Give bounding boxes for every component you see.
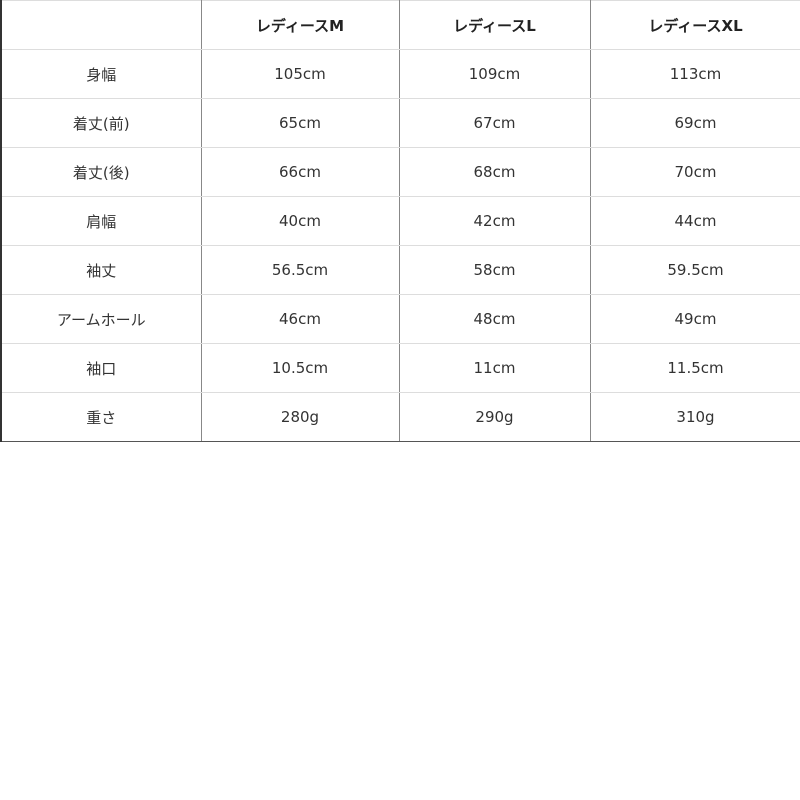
row-label: 袖丈 [0, 245, 202, 295]
table-cell: 48cm [398, 294, 591, 344]
table-row: 重さ 280g 290g 310g [0, 392, 800, 442]
table-cell: 67cm [398, 98, 591, 148]
table-cell: 290g [398, 392, 591, 442]
table-row: 袖口 10.5cm 11cm 11.5cm [0, 343, 800, 393]
row-label: 袖口 [0, 343, 202, 393]
header-cell-m: レディースM [200, 0, 400, 50]
header-cell-l: レディースL [398, 0, 591, 50]
header-cell-empty [0, 0, 202, 50]
table-cell: 66cm [200, 147, 400, 197]
row-label: 重さ [0, 392, 202, 442]
table-row: 着丈(前) 65cm 67cm 69cm [0, 98, 800, 148]
table-cell: 11.5cm [589, 343, 800, 393]
table-row: 肩幅 40cm 42cm 44cm [0, 196, 800, 246]
table-cell: 70cm [589, 147, 800, 197]
table-cell: 11cm [398, 343, 591, 393]
table-cell: 44cm [589, 196, 800, 246]
table-cell: 310g [589, 392, 800, 442]
table-row: 着丈(後) 66cm 68cm 70cm [0, 147, 800, 197]
table-row: 身幅 105cm 109cm 113cm [0, 49, 800, 99]
table-cell: 68cm [398, 147, 591, 197]
row-label: アームホール [0, 294, 202, 344]
table-cell: 49cm [589, 294, 800, 344]
header-cell-xl: レディースXL [589, 0, 800, 50]
table-cell: 42cm [398, 196, 591, 246]
table-row: アームホール 46cm 48cm 49cm [0, 294, 800, 344]
row-label: 肩幅 [0, 196, 202, 246]
size-table: レディースM レディースL レディースXL 身幅 105cm 109cm 113cm 着… [0, 0, 800, 442]
row-label: 着丈(前) [0, 98, 202, 148]
table-row: 袖丈 56.5cm 58cm 59.5cm [0, 245, 800, 295]
table-cell: 280g [200, 392, 400, 442]
table-cell: 46cm [200, 294, 400, 344]
table-cell: 56.5cm [200, 245, 400, 295]
table-cell: 69cm [589, 98, 800, 148]
table-cell: 58cm [398, 245, 591, 295]
table-cell: 105cm [200, 49, 400, 99]
table-cell: 113cm [589, 49, 800, 99]
table-cell: 109cm [398, 49, 591, 99]
row-label: 着丈(後) [0, 147, 202, 197]
header-row: レディースM レディースL レディースXL [0, 0, 800, 50]
table-cell: 10.5cm [200, 343, 400, 393]
table-cell: 65cm [200, 98, 400, 148]
table-cell: 59.5cm [589, 245, 800, 295]
row-label: 身幅 [0, 49, 202, 99]
table-cell: 40cm [200, 196, 400, 246]
